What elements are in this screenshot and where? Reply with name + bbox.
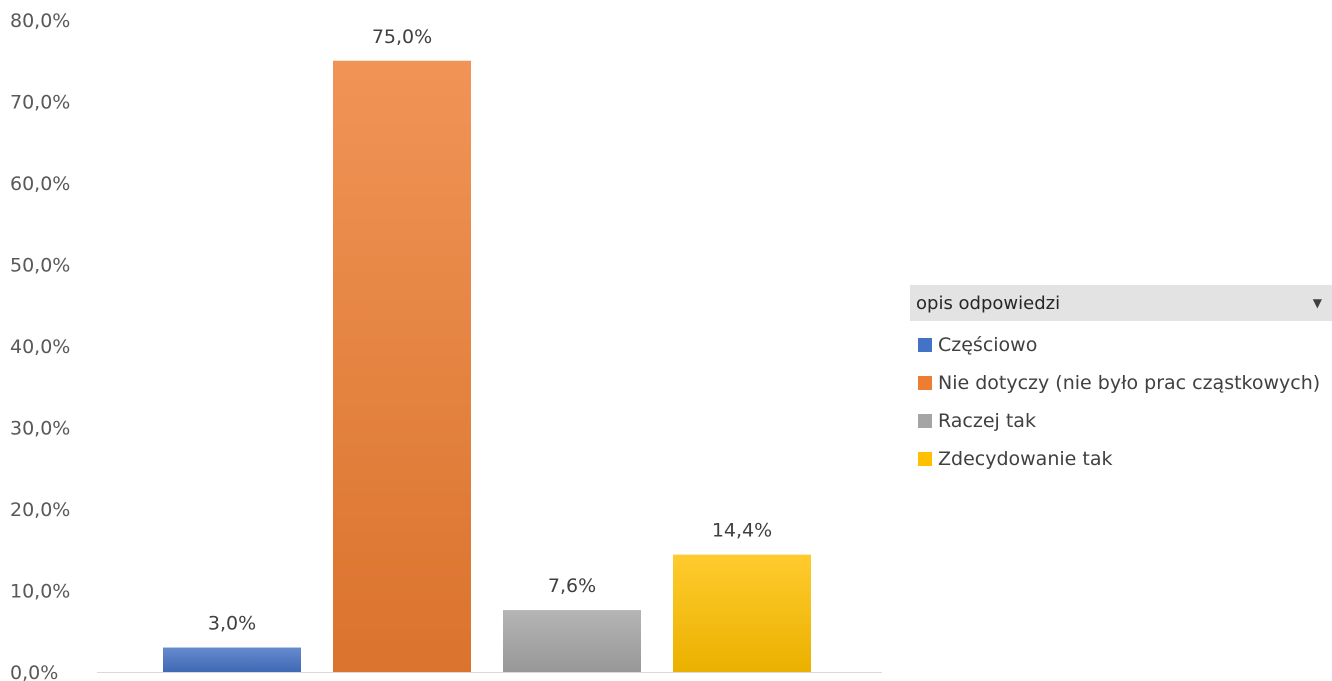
y-tick-label: 40,0%: [10, 336, 70, 358]
y-tick-label: 70,0%: [10, 92, 70, 114]
legend-item-label: Zdecydowanie tak: [938, 448, 1113, 470]
bar[interactable]: [163, 647, 301, 672]
y-tick-label: 20,0%: [10, 499, 70, 521]
legend-item-label: Raczej tak: [938, 410, 1036, 432]
y-tick-label: 10,0%: [10, 581, 70, 603]
legend-item-label: Częściowo: [938, 334, 1038, 356]
legend-item[interactable]: Nie dotyczy (nie było prac cząstkowych): [910, 369, 1332, 397]
y-tick-label: 0,0%: [10, 662, 58, 681]
dropdown-arrow-icon: ▼: [1312, 296, 1322, 310]
legend-item[interactable]: Częściowo: [910, 331, 1332, 359]
y-tick-label: 30,0%: [10, 418, 70, 440]
bar-chart: 0,0% 10,0% 20,0% 30,0% 40,0% 50,0% 60,0% 70,0% 8…: [10, 10, 882, 681]
bar[interactable]: [503, 610, 641, 672]
legend-header-label: opis odpowiedzi: [916, 292, 1061, 314]
legend-swatch-icon: [918, 338, 932, 352]
bar-value-label: 3,0%: [208, 613, 256, 635]
y-tick-label: 80,0%: [10, 10, 70, 32]
bars: [163, 60, 811, 672]
legend-item[interactable]: Zdecydowanie tak: [910, 445, 1332, 473]
bar-value-label: 7,6%: [548, 575, 596, 597]
bar-value-label: 14,4%: [712, 520, 772, 542]
legend-swatch-icon: [918, 414, 932, 428]
legend-swatch-icon: [918, 376, 932, 390]
y-tick-label: 60,0%: [10, 173, 70, 195]
bar-value-label: 75,0%: [372, 26, 432, 48]
data-labels: 3,0% 75,0% 7,6% 14,4%: [208, 26, 772, 635]
legend-swatch-icon: [918, 452, 932, 466]
legend: opis odpowiedzi ▼ Częściowo Nie dotyczy …: [910, 285, 1332, 473]
bar[interactable]: [673, 554, 811, 672]
y-axis: 0,0% 10,0% 20,0% 30,0% 40,0% 50,0% 60,0% 70,0% 8…: [10, 10, 70, 681]
legend-item[interactable]: Raczej tak: [910, 407, 1332, 435]
y-tick-label: 50,0%: [10, 255, 70, 277]
legend-filter-dropdown[interactable]: opis odpowiedzi ▼: [910, 285, 1332, 321]
bar[interactable]: [333, 60, 471, 672]
legend-item-label: Nie dotyczy (nie było prac cząstkowych): [938, 372, 1321, 394]
